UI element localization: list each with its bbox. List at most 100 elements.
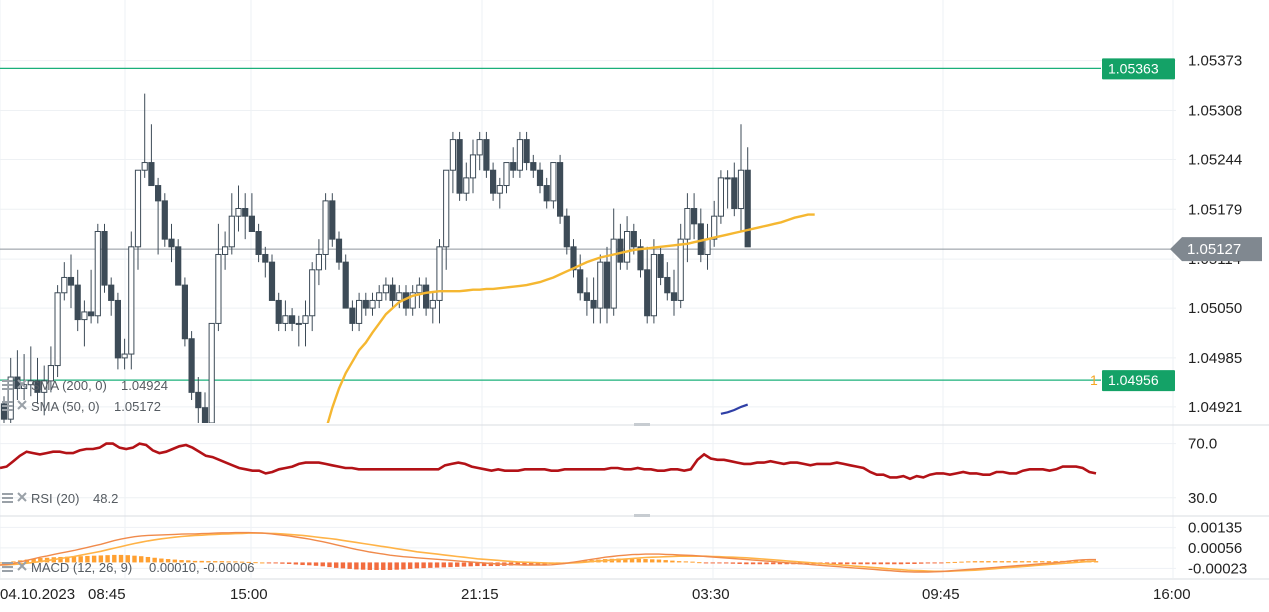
candle[interactable] [684, 193, 691, 263]
candle[interactable] [670, 269, 678, 316]
candle[interactable] [677, 223, 684, 309]
candle[interactable] [691, 193, 698, 240]
menu-icon[interactable] [2, 562, 13, 572]
candle[interactable] [624, 216, 631, 270]
candle[interactable] [557, 154, 564, 224]
candle[interactable] [208, 322, 215, 438]
candle[interactable] [530, 154, 537, 178]
candle[interactable] [711, 200, 718, 247]
candle[interactable] [510, 147, 517, 178]
candle[interactable] [744, 147, 751, 248]
candle[interactable] [54, 285, 61, 378]
candle[interactable] [476, 131, 483, 171]
candle[interactable] [188, 331, 195, 401]
candle[interactable] [275, 292, 282, 332]
candle[interactable] [168, 223, 175, 263]
candle[interactable] [94, 223, 101, 324]
candle[interactable] [148, 124, 155, 187]
candle[interactable] [389, 277, 396, 309]
candle[interactable] [516, 131, 523, 178]
candle[interactable] [161, 193, 168, 247]
candle[interactable] [21, 354, 28, 401]
candle[interactable] [490, 162, 497, 201]
candle[interactable] [603, 246, 611, 324]
candle[interactable] [342, 254, 349, 309]
candle[interactable] [657, 246, 664, 286]
candle[interactable] [195, 377, 202, 423]
candle[interactable] [376, 285, 383, 309]
candle[interactable] [737, 124, 745, 232]
candle[interactable] [181, 277, 189, 347]
candle[interactable] [449, 131, 456, 194]
candle[interactable] [322, 193, 329, 270]
candle[interactable] [483, 131, 490, 178]
candle[interactable] [590, 277, 597, 324]
candle[interactable] [41, 365, 48, 416]
candle[interactable] [409, 285, 416, 316]
candle[interactable] [650, 239, 657, 324]
candle[interactable] [128, 231, 135, 370]
candle[interactable] [141, 93, 148, 178]
candle[interactable] [282, 300, 289, 332]
candle[interactable] [536, 162, 544, 194]
candle[interactable] [429, 292, 436, 324]
candle[interactable] [309, 262, 316, 332]
candle[interactable] [335, 231, 343, 270]
candle[interactable] [108, 277, 115, 316]
candle[interactable] [423, 277, 430, 316]
candle[interactable] [88, 269, 95, 324]
candle[interactable] [289, 308, 296, 332]
level-tag[interactable]: 1 1.04956 [1090, 370, 1175, 392]
candle[interactable] [7, 357, 14, 431]
candle[interactable] [114, 292, 122, 370]
candle[interactable] [570, 239, 577, 278]
candle[interactable] [436, 239, 443, 324]
candle[interactable] [134, 169, 142, 270]
candle[interactable] [315, 239, 322, 286]
candle[interactable] [255, 223, 262, 263]
macd-legend[interactable]: MACD (12, 26, 9) 0.00010, -0.00006 [2, 560, 255, 575]
candle[interactable] [563, 208, 570, 255]
close-icon[interactable] [17, 400, 27, 410]
candle[interactable] [222, 231, 229, 270]
candle[interactable] [523, 131, 530, 171]
candle[interactable] [155, 177, 162, 255]
candle[interactable] [637, 239, 644, 278]
indicator-legend[interactable]: SMA (200, 0) 1.04924 [2, 378, 168, 393]
candle[interactable] [503, 162, 510, 194]
candle[interactable] [697, 208, 704, 263]
candle[interactable] [583, 277, 590, 316]
rsi-legend[interactable]: RSI (20) 48.2 [2, 491, 118, 506]
candle[interactable] [268, 254, 276, 301]
candle[interactable] [577, 254, 584, 301]
candle[interactable] [101, 223, 108, 293]
candle[interactable] [664, 262, 671, 301]
menu-icon[interactable] [2, 380, 13, 390]
candle[interactable] [61, 262, 68, 301]
candle[interactable] [67, 254, 75, 309]
candle[interactable] [610, 208, 617, 316]
pane-resize-handle[interactable] [634, 423, 650, 426]
candle[interactable] [295, 315, 302, 347]
close-icon[interactable] [17, 492, 27, 502]
candle[interactable] [215, 223, 222, 332]
candle[interactable] [550, 162, 557, 209]
candle[interactable] [34, 357, 41, 404]
menu-icon[interactable] [2, 493, 13, 503]
level-tag[interactable]: 1.05363 [1102, 58, 1175, 80]
candle[interactable] [27, 346, 34, 397]
candle[interactable] [617, 223, 624, 270]
candle[interactable] [416, 277, 423, 309]
candle[interactable] [362, 292, 369, 316]
indicator-legend[interactable]: SMA (50, 0) 1.05172 [2, 399, 161, 414]
candle[interactable] [597, 254, 604, 324]
candle[interactable] [463, 162, 470, 201]
candle[interactable] [396, 285, 403, 309]
menu-icon[interactable] [2, 401, 13, 411]
candle[interactable] [496, 177, 503, 209]
candle[interactable] [717, 170, 724, 224]
candle[interactable] [543, 177, 550, 209]
candle[interactable] [228, 193, 235, 255]
candle[interactable] [731, 162, 738, 217]
